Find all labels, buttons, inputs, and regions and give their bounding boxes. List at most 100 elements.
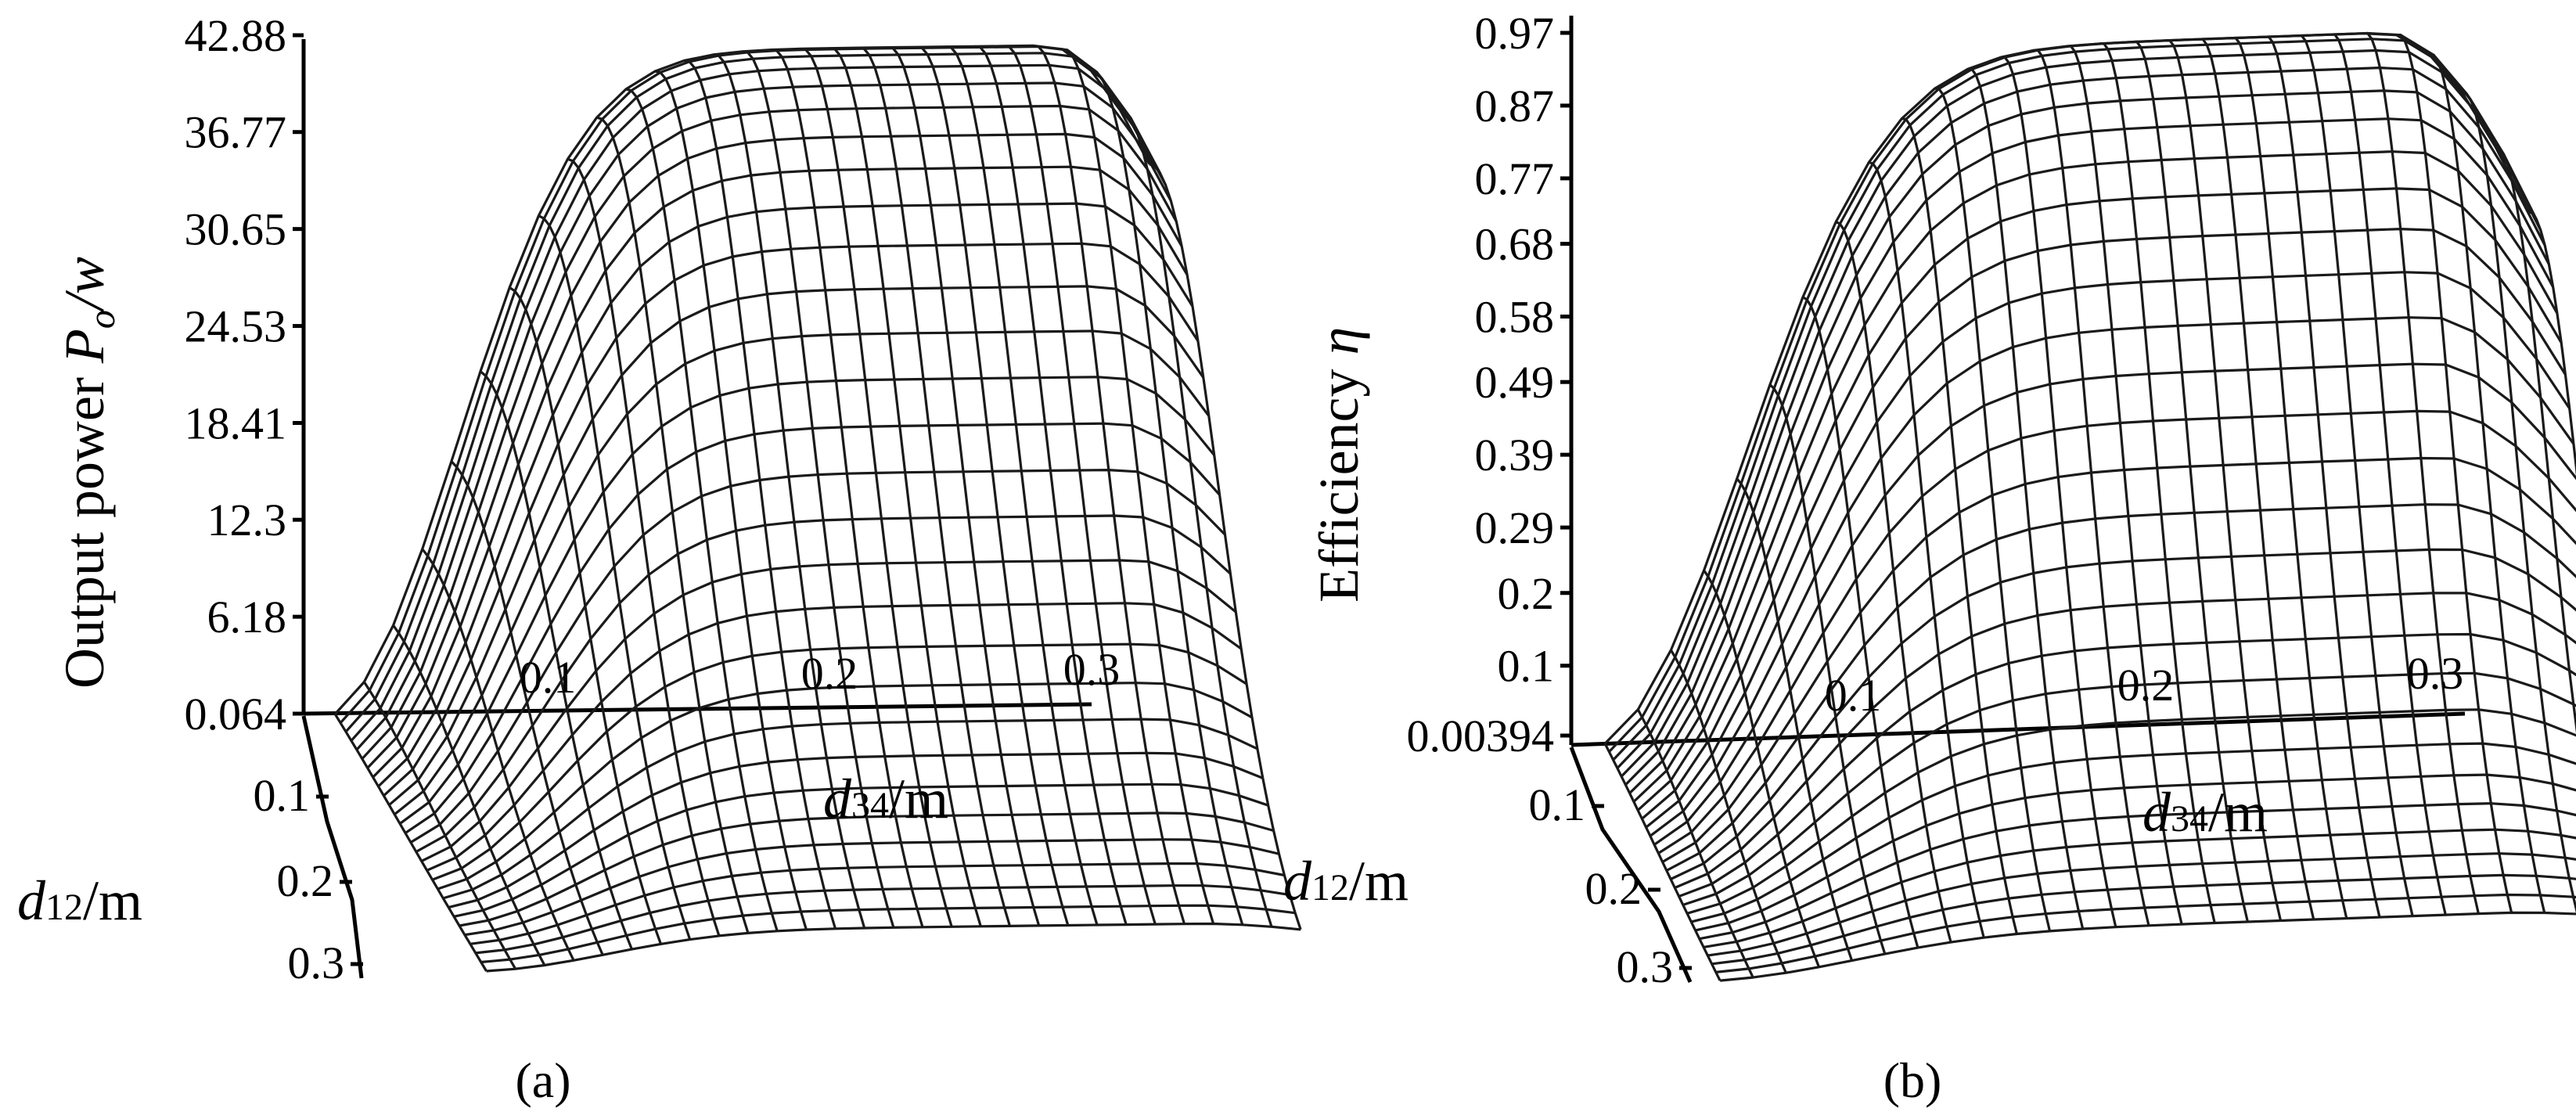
panel-b-mesh-line-d34	[1632, 150, 2559, 803]
panel-a-y-tick-label: 0.2	[277, 855, 334, 906]
panel-a-z-tick-label: 18.41	[185, 398, 287, 449]
panel-b-mesh-line-d12	[1835, 221, 1952, 943]
panel-b-mesh-line-d12	[1603, 743, 1722, 981]
panel-b-mesh-line-d12	[2132, 40, 2249, 923]
panel-b-x-tick-label: 0.2	[2117, 660, 2175, 711]
panel-b-z-tick-label: 0.1	[1498, 641, 1555, 692]
panel-a-x-axis-title: d34/m	[823, 768, 948, 830]
panel-b-mesh-line-d12	[2330, 33, 2447, 916]
panel-b-mesh-line-d12	[2165, 38, 2283, 921]
panel-a-mesh-line-d12	[392, 624, 546, 966]
panel-b-z-tick-label: 0.87	[1475, 81, 1555, 131]
panel-a-mesh-line-d12	[1032, 44, 1186, 925]
panel-b-z-tick-label: 0.29	[1475, 502, 1555, 553]
panel-a-z-tick-label: 30.65	[185, 204, 287, 255]
panel-b-label: (b)	[1883, 1052, 1942, 1108]
panel-a-mesh-line-d12	[421, 548, 575, 961]
panel-b-x-title-sub: 34	[2171, 798, 2208, 840]
panel-a-z-tick-label: 42.88	[185, 10, 287, 61]
panel-b-y-axis-title: d12/m	[1283, 850, 1409, 912]
panel-b-mesh-line-d12	[2429, 53, 2546, 913]
panel-b-y-ticks: 0.1 0.2 0.3	[1529, 779, 1692, 992]
panel-a-mesh-line-d12	[771, 49, 924, 928]
panel-b-mesh-line-d12	[1934, 87, 2052, 932]
panel-a-y-title-unit: /m	[83, 869, 142, 932]
panel-a-x-tick-label: 0.3	[1063, 644, 1121, 695]
panel-a-mesh-line-d12	[800, 47, 953, 927]
panel-b-mesh-line-d34	[1707, 852, 2576, 957]
panel-b-mesh-line-d12	[2033, 49, 2150, 927]
panel-a-x-title-sub: 34	[851, 785, 889, 826]
panel-b-mesh-line-d12	[1868, 160, 1985, 938]
panel-a-mesh-line-d34	[464, 838, 1279, 937]
panel-a-mesh-line-d12	[887, 46, 1041, 927]
panel-a-x-tick-label: 0.1	[520, 652, 577, 703]
panel-a-mesh-line-d12	[916, 45, 1070, 926]
panel-b-z-tick-label: 0.00394	[1407, 711, 1555, 761]
panel-a-mesh-line-d12	[596, 116, 750, 934]
panel-a-z-title-sub: o	[81, 310, 123, 329]
panel-a-mesh-line-d12	[1091, 69, 1244, 926]
panel-a-label: (a)	[515, 1052, 570, 1108]
panel-a-mesh-line-d34	[448, 751, 1264, 909]
panel-b-y-tick-label: 0.2	[1585, 863, 1642, 914]
panel-a-z-title-symbol: P	[53, 329, 116, 364]
panel-a-mesh-line-d12	[974, 45, 1128, 926]
panel-b-z-title-text: Efficiency	[1308, 354, 1370, 603]
panel-a-x-title-var: d	[823, 768, 852, 830]
panel-a-mesh-line-d12	[1062, 48, 1215, 924]
panel-b-mesh-line-d34	[1715, 893, 2576, 973]
panel-a-y-ticks: 0.1 0.2 0.3	[254, 770, 363, 988]
panel-b-mesh-line-d12	[2396, 34, 2513, 913]
panel-b-mesh-line-d12	[1736, 477, 1854, 962]
panel-b-surface-mesh	[1603, 31, 2576, 982]
panel-a-z-tick-label: 0.064	[185, 689, 287, 739]
panel-a-mesh-line-d34	[377, 202, 1194, 788]
panel-b-z-tick-label: 0.58	[1475, 292, 1555, 343]
panel-b-y-axis	[1569, 747, 1693, 984]
panel-a-mesh-line-d34	[334, 44, 1151, 715]
panel-a-mesh-line-d12	[363, 681, 517, 970]
panel-a-y-tick-label: 0.3	[288, 937, 345, 988]
panel-b-mesh-line-d12	[1703, 570, 1820, 968]
panel-b-mesh-line-d12	[2527, 210, 2576, 477]
panel-a-mesh-line-d12	[945, 45, 1099, 926]
panel-b-mesh-line-d12	[2264, 35, 2381, 918]
panel-b-z-tick-label: 0.2	[1498, 568, 1555, 619]
panel-b-z-axis-title: Efficiency η	[1308, 327, 1370, 603]
panel-b-mesh-line-d12	[1967, 67, 2085, 930]
panel-a-y-title-sub: 12	[45, 887, 83, 928]
panel-b-mesh-line-d12	[1768, 383, 1887, 955]
panel-b-mesh-line-d12	[2363, 31, 2480, 914]
panel-b-mesh-line-d12	[1636, 709, 1754, 978]
panel-b-x-axis-title: d34/m	[2142, 781, 2268, 844]
panel-a-mesh-line-d12	[1120, 109, 1273, 927]
panel-a-surface-mesh	[333, 44, 1302, 973]
panel-a-mesh-line-d34	[355, 81, 1172, 751]
panel-a-x-tick-label: 0.2	[801, 648, 858, 699]
panel-b-efficiency: 0.970.870.770.680.580.490.390.290.20.10.…	[1283, 8, 2576, 1108]
panel-b-mesh-line-d12	[1670, 649, 1787, 973]
panel-b-y-title-sub: 12	[1311, 867, 1349, 909]
panel-a-mesh-line-d12	[509, 286, 663, 944]
panel-a-z-tick-label: 6.18	[207, 592, 287, 642]
panel-b-y-tick-label: 0.3	[1617, 941, 1674, 992]
panel-a-mesh-line-d12	[683, 59, 837, 930]
panel-a-mesh-line-d34	[399, 376, 1215, 825]
panel-a-z-tick-label: 12.3	[207, 495, 287, 545]
panel-b-mesh-line-d12	[2067, 45, 2183, 925]
panel-a-mesh-line-d12	[829, 47, 982, 927]
panel-b-mesh-line-d34	[1608, 31, 2534, 753]
panel-b-mesh-line-d12	[2099, 41, 2216, 923]
panel-b-z-title-symbol: η	[1308, 327, 1370, 355]
panel-a-mesh-line-d12	[479, 370, 633, 950]
panel-b-x-title-var: d	[2142, 781, 2171, 844]
panel-a-z-axis-title: Output power Po/w	[53, 257, 123, 689]
panel-b-mesh-line-d12	[2198, 38, 2315, 920]
panel-b-mesh-line-d12	[2462, 92, 2576, 914]
panel-a-z-tick-label: 24.53	[185, 301, 287, 352]
panel-a-mesh-line-d12	[858, 46, 1012, 927]
panel-a-mesh-line-d12	[567, 157, 721, 937]
panel-a-mesh-line-d34	[344, 52, 1162, 733]
panel-b-mesh-line-d34	[1686, 708, 2576, 915]
